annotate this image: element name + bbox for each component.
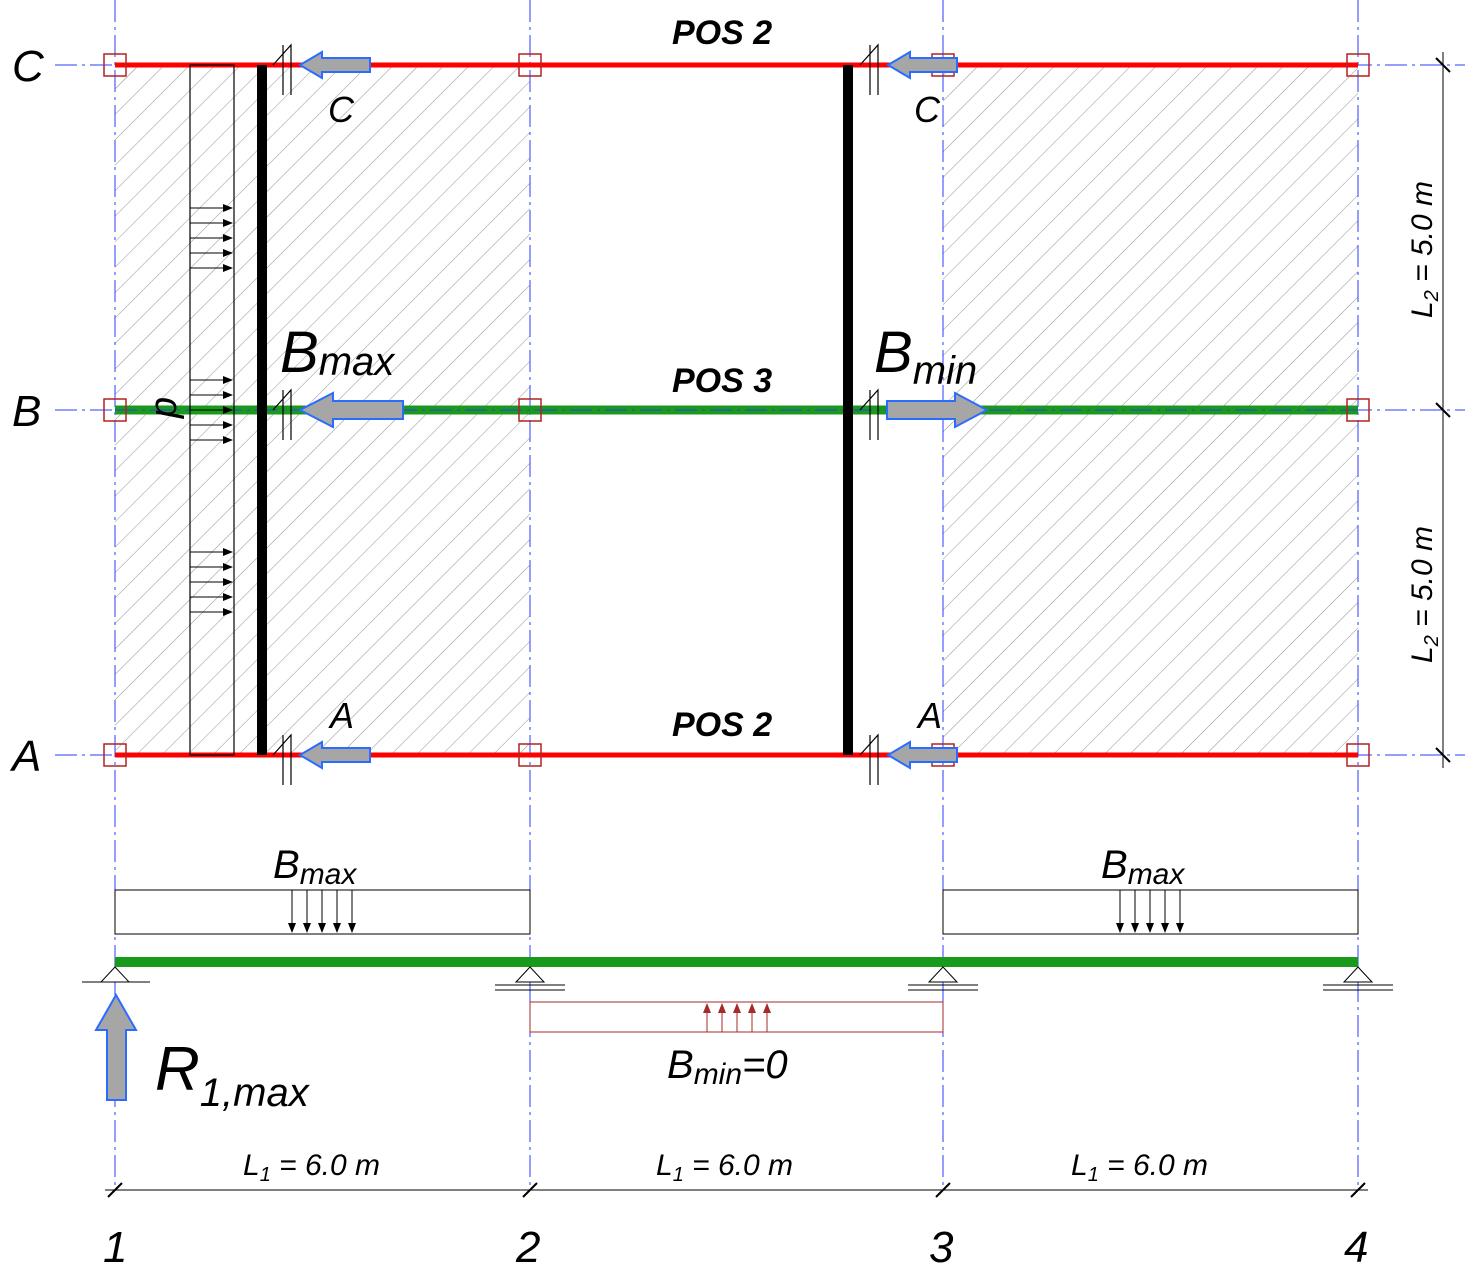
row-label-b: B: [12, 387, 41, 436]
dim-l2-upper: L2 = 5.0 m: [1406, 181, 1443, 318]
force-arrows: [94, 50, 990, 1101]
label-pos2-top: POS 2: [672, 14, 772, 52]
label-a-left: A: [328, 695, 354, 736]
dim-l1-span2: L1 = 6.0 m: [656, 1149, 793, 1186]
arrow-bmin: [886, 391, 990, 429]
row-label-c: C: [12, 42, 45, 91]
column-label-4: 4: [1344, 1223, 1368, 1270]
dim-l1-span3: L1 = 6.0 m: [1071, 1149, 1208, 1186]
arrow-a-left: [298, 740, 371, 770]
arrow-r1max: [94, 992, 138, 1101]
secondary-members: [189, 64, 853, 756]
dimension-lines: [105, 52, 1451, 1198]
label-beam-bmax-left: Bmax: [273, 843, 357, 891]
label-bmin: Bmin: [874, 320, 977, 393]
label-beam-bmax-right: Bmax: [1101, 843, 1185, 891]
label-p: p: [143, 397, 185, 419]
arrow-c-right: [886, 50, 958, 80]
support-nodes: [103, 53, 1370, 767]
label-r1max: R1,max: [155, 1035, 311, 1115]
dim-l1-span1: L1 = 6.0 m: [243, 1149, 380, 1186]
label-c-left: C: [328, 89, 355, 130]
column-label-1: 1: [103, 1223, 127, 1270]
label-c-right: C: [914, 89, 941, 130]
roller-support-3: [927, 966, 959, 983]
label-a-right: A: [916, 695, 942, 736]
column-label-3: 3: [929, 1223, 954, 1270]
dimension-labels: L1 = 6.0 m L1 = 6.0 m L1 = 6.0 m L2 = 5.…: [243, 181, 1443, 1186]
label-pos3: POS 3: [672, 362, 772, 400]
row-label-a: A: [9, 732, 41, 781]
roller-support-4: [1342, 966, 1374, 983]
label-bmax: Bmax: [280, 320, 396, 385]
wind-load-arrows: [190, 204, 233, 616]
dim-l2-lower: L2 = 5.0 m: [1406, 526, 1443, 663]
beam-supports: [82, 966, 1393, 991]
arrow-c-left: [298, 50, 371, 80]
roller-support-2: [514, 966, 546, 983]
member-labels: POS 2 POS 3 POS 2 C C A A p Bmax Bmin Bm…: [143, 14, 1185, 1115]
label-pos2-bottom: POS 2: [672, 706, 772, 744]
axis-labels: C B A 1 2 3 4: [9, 42, 1368, 1270]
column-label-2: 2: [515, 1223, 540, 1270]
pin-support-1: [99, 966, 131, 983]
beam-loads: [114, 889, 1359, 1033]
arrow-bmax: [297, 391, 404, 429]
arrow-a-right: [886, 740, 958, 770]
hinge-symbols: [272, 43, 879, 785]
label-bmin-zero: Bmin=0: [667, 1043, 788, 1091]
